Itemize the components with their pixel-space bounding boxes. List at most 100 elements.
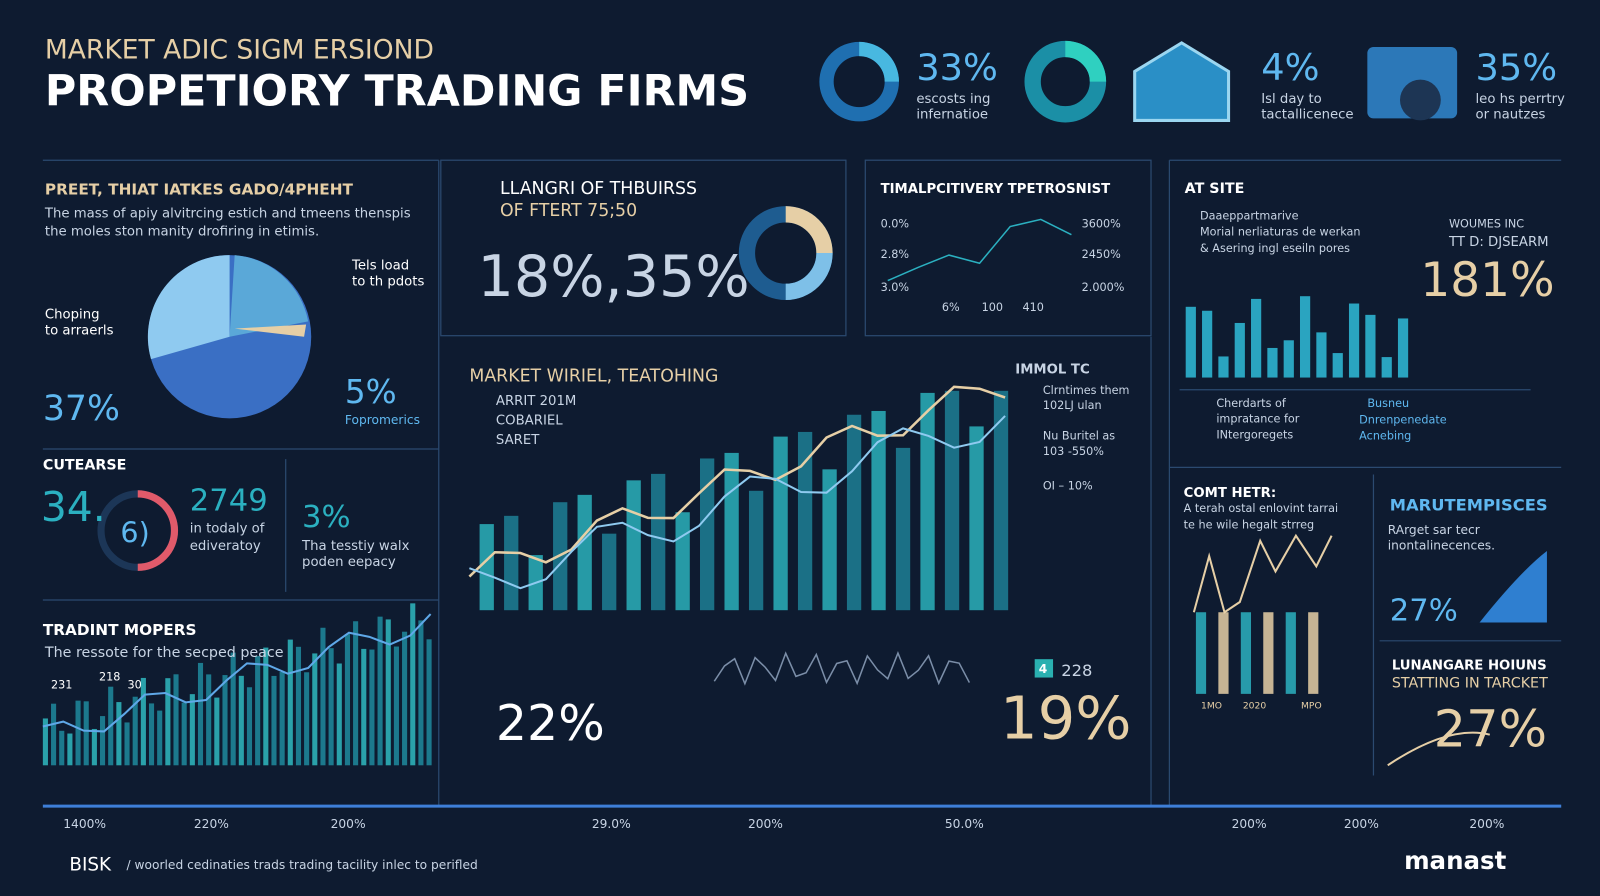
label: INtergoregets [1216, 429, 1293, 442]
label: infernatioe [916, 107, 988, 122]
decor-bar [504, 515, 519, 611]
label: 27% [1434, 701, 1547, 760]
decor-bar [426, 639, 432, 766]
label: 231 [51, 679, 72, 692]
label: BISK [69, 854, 112, 875]
label: 22% [496, 695, 605, 752]
label: 200% [748, 817, 783, 831]
label: Clrntimes them [1043, 384, 1130, 397]
decor-bar [91, 728, 97, 766]
label: MPO [1301, 701, 1322, 712]
decor-bar [773, 436, 788, 611]
decor-bar [42, 718, 48, 766]
decor-bar [320, 627, 326, 766]
decor-bar [1267, 347, 1278, 378]
label: in todaly of [190, 522, 265, 537]
decor-bar [67, 733, 73, 766]
label: 3600% [1082, 217, 1122, 230]
label: 0.0% [881, 217, 910, 230]
decor-bar [577, 494, 592, 611]
decor-bar [99, 716, 106, 766]
decor-line [887, 218, 1072, 282]
decor-bar [230, 652, 236, 766]
decor-bar [418, 620, 424, 766]
label: 4% [1261, 46, 1319, 89]
decor-bar [675, 512, 690, 611]
label: to th pdots [352, 275, 424, 290]
label: manast [1404, 846, 1507, 875]
decor-bar [165, 678, 171, 766]
decor-bar [336, 663, 342, 766]
label: Cherdarts of [1216, 397, 1287, 410]
decor-bar [1218, 356, 1229, 378]
label: A terah ostal enlovint tarrai [1184, 502, 1338, 515]
decor-bar [206, 674, 212, 766]
decor-bar [699, 458, 715, 611]
area-icon [1479, 551, 1547, 623]
label: TT D: DJSEARM [1448, 235, 1549, 250]
label: MARUTEMPISCES [1390, 496, 1548, 515]
label: 410 [1022, 301, 1043, 314]
label: 220% [194, 817, 229, 831]
label: Nu Buritel as [1043, 430, 1115, 443]
label: 37% [43, 389, 120, 429]
decor-bar [75, 700, 81, 766]
label: inontalinecences. [1388, 538, 1495, 552]
decor-bar [344, 634, 350, 766]
decor-line [713, 650, 971, 686]
label: Dnrenpenedate [1359, 413, 1447, 426]
label: MARKET ADIC SIGM ERSIOND [45, 35, 434, 66]
label: 6) [120, 516, 149, 550]
label: The mass of apiy alvitrcing estich and t… [44, 206, 411, 221]
decor-bar [385, 619, 391, 766]
decor-bar [83, 701, 89, 766]
decor-bar [116, 702, 122, 766]
label: & Asering ingl eseiln pores [1200, 242, 1350, 255]
decor-bar [189, 694, 195, 766]
donut-icon [785, 206, 833, 254]
decor-bar [969, 426, 984, 611]
decor-line [468, 385, 1006, 578]
decor-bar [479, 524, 494, 611]
label: 181% [1420, 253, 1554, 308]
box-icon [1399, 79, 1441, 121]
decor-bar [1348, 303, 1360, 378]
label: 18%,35% [478, 244, 750, 310]
decor-bar [1195, 612, 1207, 694]
house-icon [1133, 41, 1231, 122]
label: Isl day to [1261, 92, 1322, 107]
label: 2.000% [1082, 281, 1125, 294]
decor-bar [246, 687, 253, 766]
label: Busneu [1367, 397, 1409, 410]
label: impratance for [1216, 412, 1299, 425]
label: RArget sar tecr [1388, 523, 1481, 537]
decor-bar [1283, 340, 1294, 378]
decor-bar [263, 647, 269, 766]
label: / woorled cedinaties trads trading tacil… [127, 858, 478, 872]
label: SARET [496, 433, 540, 448]
decor-bar [402, 631, 408, 766]
decor-bar [238, 675, 244, 766]
decor-bar [822, 469, 837, 611]
panel [440, 159, 847, 337]
decor-bar [197, 662, 204, 766]
decor-bar [1381, 357, 1392, 378]
decor-bar [724, 452, 739, 611]
panel [864, 159, 1152, 337]
decor-bar [377, 616, 383, 766]
decor-bar [214, 697, 220, 766]
decor-bar [132, 696, 138, 766]
decor-bar [944, 390, 960, 611]
gauge-icon [137, 490, 178, 571]
decor-bar [1332, 353, 1343, 378]
decor-bar [1185, 306, 1196, 378]
label: 4 [1039, 662, 1048, 676]
decor-bar [1299, 296, 1311, 378]
label: the moles ston manity drofiring in etimi… [45, 225, 319, 240]
decor-bar [626, 480, 641, 611]
label: 2.8% [881, 248, 910, 261]
label: COMT HETR: [1184, 486, 1277, 501]
label: 100 [982, 301, 1003, 314]
decor-bar [1285, 612, 1296, 694]
